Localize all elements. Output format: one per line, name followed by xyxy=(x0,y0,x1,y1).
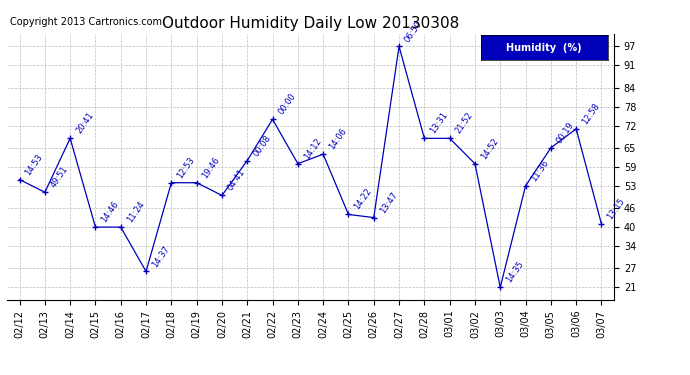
Text: 14:35: 14:35 xyxy=(504,260,526,285)
Text: Copyright 2013 Cartronics.com: Copyright 2013 Cartronics.com xyxy=(10,17,162,27)
Title: Outdoor Humidity Daily Low 20130308: Outdoor Humidity Daily Low 20130308 xyxy=(162,16,459,31)
Text: 14:22: 14:22 xyxy=(353,187,373,211)
Text: 00:00: 00:00 xyxy=(277,92,297,117)
Text: 14:37: 14:37 xyxy=(150,244,171,269)
Text: 04:41: 04:41 xyxy=(226,168,247,193)
Text: 00:08: 00:08 xyxy=(251,133,273,158)
Text: 20:41: 20:41 xyxy=(75,111,95,136)
Text: 13:47: 13:47 xyxy=(378,190,399,215)
Text: 12:53: 12:53 xyxy=(175,155,197,180)
Text: 06:50: 06:50 xyxy=(403,19,424,44)
Text: 21:52: 21:52 xyxy=(454,111,475,136)
Text: 14:53: 14:53 xyxy=(23,152,45,177)
Text: 13:31: 13:31 xyxy=(428,111,450,136)
Text: 49:51: 49:51 xyxy=(49,165,70,189)
Text: 12:58: 12:58 xyxy=(580,101,602,126)
Text: 00:19: 00:19 xyxy=(555,120,576,145)
Text: 19:46: 19:46 xyxy=(201,155,222,180)
Text: 11:24: 11:24 xyxy=(125,200,146,224)
Text: 14:46: 14:46 xyxy=(99,200,121,224)
Text: 14:52: 14:52 xyxy=(479,136,500,161)
Text: 14:06: 14:06 xyxy=(327,127,348,152)
Text: 14:12: 14:12 xyxy=(302,136,323,161)
Text: 11:36: 11:36 xyxy=(530,158,551,183)
Text: 13:15: 13:15 xyxy=(606,196,627,221)
